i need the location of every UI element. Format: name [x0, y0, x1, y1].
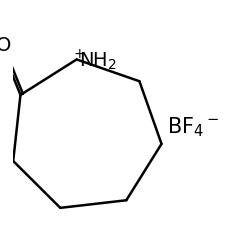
Text: NH$_2$: NH$_2$: [79, 51, 117, 72]
Text: BF$_4$$^-$: BF$_4$$^-$: [167, 115, 220, 139]
Text: O: O: [0, 35, 11, 54]
Text: +: +: [74, 47, 85, 60]
